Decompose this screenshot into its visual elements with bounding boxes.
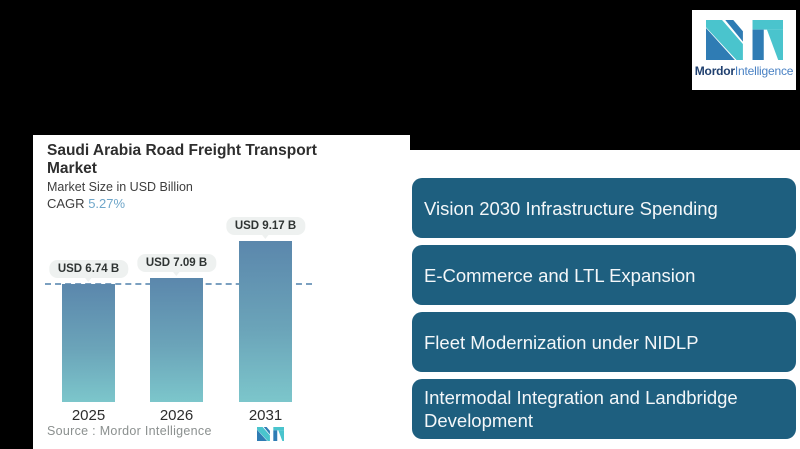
chart-subtitle: Market Size in USD Billion: [47, 180, 193, 194]
driver-box: Fleet Modernization under NIDLP: [412, 312, 796, 372]
source-attribution: Source : Mordor Intelligence: [47, 424, 212, 438]
driver-label: Vision 2030 Infrastructure Spending: [424, 197, 718, 219]
x-axis-label: 2025: [71, 407, 106, 424]
cagr-row: CAGR 5.27%: [47, 196, 125, 211]
driver-box: Vision 2030 Infrastructure Spending: [412, 178, 796, 238]
bar-value-label: USD 7.09 B: [136, 254, 217, 276]
bar-2025: [62, 284, 115, 402]
brand-name-light: Intelligence: [734, 64, 794, 78]
brand-logo-box: MordorIntelligence: [692, 10, 796, 90]
x-axis-label: 2031: [248, 407, 283, 424]
chart-card: Saudi Arabia Road Freight Transport Mark…: [33, 135, 410, 449]
mordor-intelligence-logo-icon: [706, 20, 783, 60]
driver-box: E-Commerce and LTL Expansion: [412, 245, 796, 305]
driver-label: Intermodal Integration and Landbridge De…: [424, 387, 738, 431]
plot-area: USD 6.74 B 2025 USD 7.09 B 2026 USD 9.17 B 20…: [33, 135, 410, 449]
mordor-intelligence-mini-logo-icon: [257, 427, 284, 441]
bar-2031: [239, 241, 292, 402]
chart-title: Saudi Arabia Road Freight Transport Mark…: [47, 142, 317, 177]
brand-logo-text: MordorIntelligence: [692, 64, 796, 78]
driver-label: E-Commerce and LTL Expansion: [424, 264, 696, 286]
brand-name-bold: Mordor: [694, 64, 735, 78]
cagr-value: 5.27%: [88, 196, 126, 211]
bar-2026: [150, 278, 203, 402]
bar-value-label: USD 6.74 B: [48, 260, 129, 282]
drivers-panel: Vision 2030 Infrastructure Spending E-Com…: [408, 150, 800, 449]
cagr-label: CAGR: [47, 196, 85, 211]
drivers-list: Vision 2030 Infrastructure Spending E-Com…: [412, 178, 796, 439]
bar-value-label: USD 9.17 B: [225, 217, 306, 239]
driver-box: Intermodal Integration and Landbridge De…: [412, 379, 796, 439]
x-axis-label: 2026: [159, 407, 194, 424]
driver-label: Fleet Modernization under NIDLP: [424, 331, 699, 353]
